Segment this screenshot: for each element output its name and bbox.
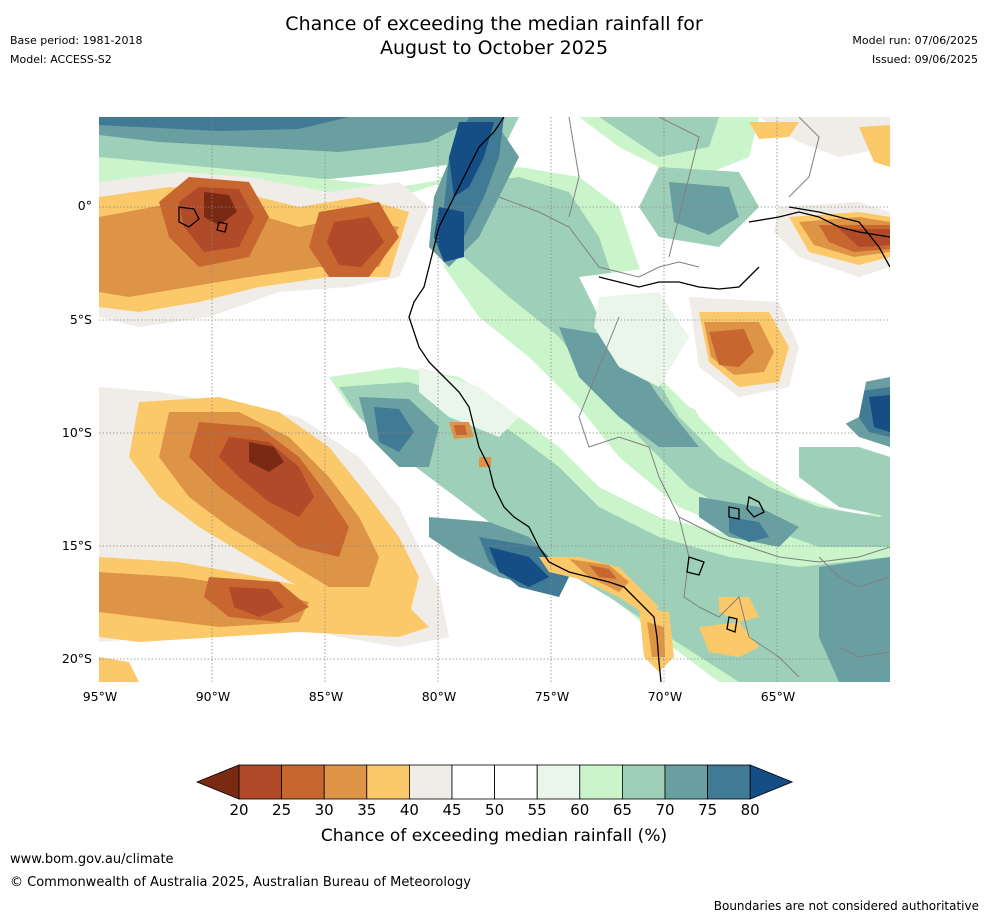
colorbar-tick-label: 50 bbox=[485, 801, 505, 819]
lon-tick-65w: 65°W bbox=[760, 689, 796, 704]
west-north-dry bbox=[99, 172, 429, 327]
colorbar-min-arrow bbox=[195, 764, 240, 800]
colorbar-bin bbox=[238, 764, 282, 800]
colorbar-tick-label: 40 bbox=[399, 801, 419, 819]
colorbar-tick-label: 60 bbox=[570, 801, 590, 819]
lon-tick-80w: 80°W bbox=[421, 689, 457, 704]
footer-url[interactable]: www.bom.gov.au/climate bbox=[10, 852, 174, 867]
colorbar-bin bbox=[536, 764, 581, 800]
footer-disclaimer: Boundaries are not considered authoritat… bbox=[713, 899, 979, 913]
meta-right: Model run: 07/06/2025 Issued: 09/06/2025 bbox=[852, 31, 978, 69]
graticule bbox=[99, 117, 890, 682]
coastlines bbox=[178, 117, 890, 682]
title-line-2: August to October 2025 bbox=[379, 37, 609, 59]
colorbar-graphic bbox=[195, 764, 794, 800]
colorbar-bin bbox=[281, 764, 325, 800]
colorbar-bin bbox=[494, 764, 538, 800]
map-title: Chance of exceeding the median rainfall … bbox=[0, 12, 988, 60]
colorbar-label: Chance of exceeding median rainfall (%) bbox=[320, 826, 668, 846]
meta-left: Base period: 1981-2018 Model: ACCESS-S2 bbox=[10, 31, 142, 69]
lon-tick-70w: 70°W bbox=[647, 689, 683, 704]
issued-date: Issued: 09/06/2025 bbox=[871, 53, 978, 66]
model-run: Model run: 07/06/2025 bbox=[852, 34, 978, 47]
title-line-1: Chance of exceeding the median rainfall … bbox=[285, 13, 703, 35]
colorbar-tick-label: 65 bbox=[612, 801, 632, 819]
lat-tick-15s: 15°S bbox=[61, 538, 92, 553]
colorbar-bin bbox=[366, 764, 410, 800]
colorbar-bin bbox=[408, 764, 453, 800]
colorbar bbox=[195, 764, 795, 804]
colorbar-bin bbox=[579, 764, 623, 800]
colorbar-bin bbox=[621, 764, 666, 800]
lon-tick-85w: 85°W bbox=[308, 689, 344, 704]
colorbar-tick-label: 30 bbox=[314, 801, 334, 819]
footer-copyright: © Commonwealth of Australia 2025, Austra… bbox=[10, 875, 471, 890]
colorbar-bin bbox=[323, 764, 368, 800]
lon-tick-95w: 95°W bbox=[82, 689, 118, 704]
lon-tick-75w: 75°W bbox=[534, 689, 570, 704]
model-name: Model: ACCESS-S2 bbox=[10, 53, 112, 66]
colorbar-tick-label: 80 bbox=[740, 801, 760, 819]
lat-tick-20s: 20°S bbox=[61, 651, 92, 666]
lat-tick-0: 0° bbox=[77, 198, 92, 213]
colorbar-tick-label: 55 bbox=[527, 801, 547, 819]
north-band bbox=[99, 117, 890, 247]
rainfall-map bbox=[99, 117, 890, 682]
colorbar-bin bbox=[707, 764, 751, 800]
colorbar-bin bbox=[664, 764, 708, 800]
colorbar-tick-label: 20 bbox=[229, 801, 249, 819]
amazon-region bbox=[579, 202, 890, 437]
colorbar-tick-label: 45 bbox=[442, 801, 462, 819]
map-canvas bbox=[99, 117, 890, 682]
lat-tick-5s: 5°S bbox=[69, 312, 92, 327]
lon-tick-90w: 90°W bbox=[195, 689, 231, 704]
west-south-dry bbox=[99, 387, 449, 682]
colorbar-tick-label: 75 bbox=[698, 801, 718, 819]
colorbar-tick-label: 25 bbox=[272, 801, 292, 819]
base-period: Base period: 1981-2018 bbox=[10, 34, 143, 47]
colorbar-bin bbox=[451, 764, 495, 800]
colorbar-max-arrow bbox=[749, 764, 794, 800]
lat-tick-10s: 10°S bbox=[61, 425, 92, 440]
colorbar-tick-label: 70 bbox=[655, 801, 675, 819]
colorbar-tick-label: 35 bbox=[357, 801, 377, 819]
